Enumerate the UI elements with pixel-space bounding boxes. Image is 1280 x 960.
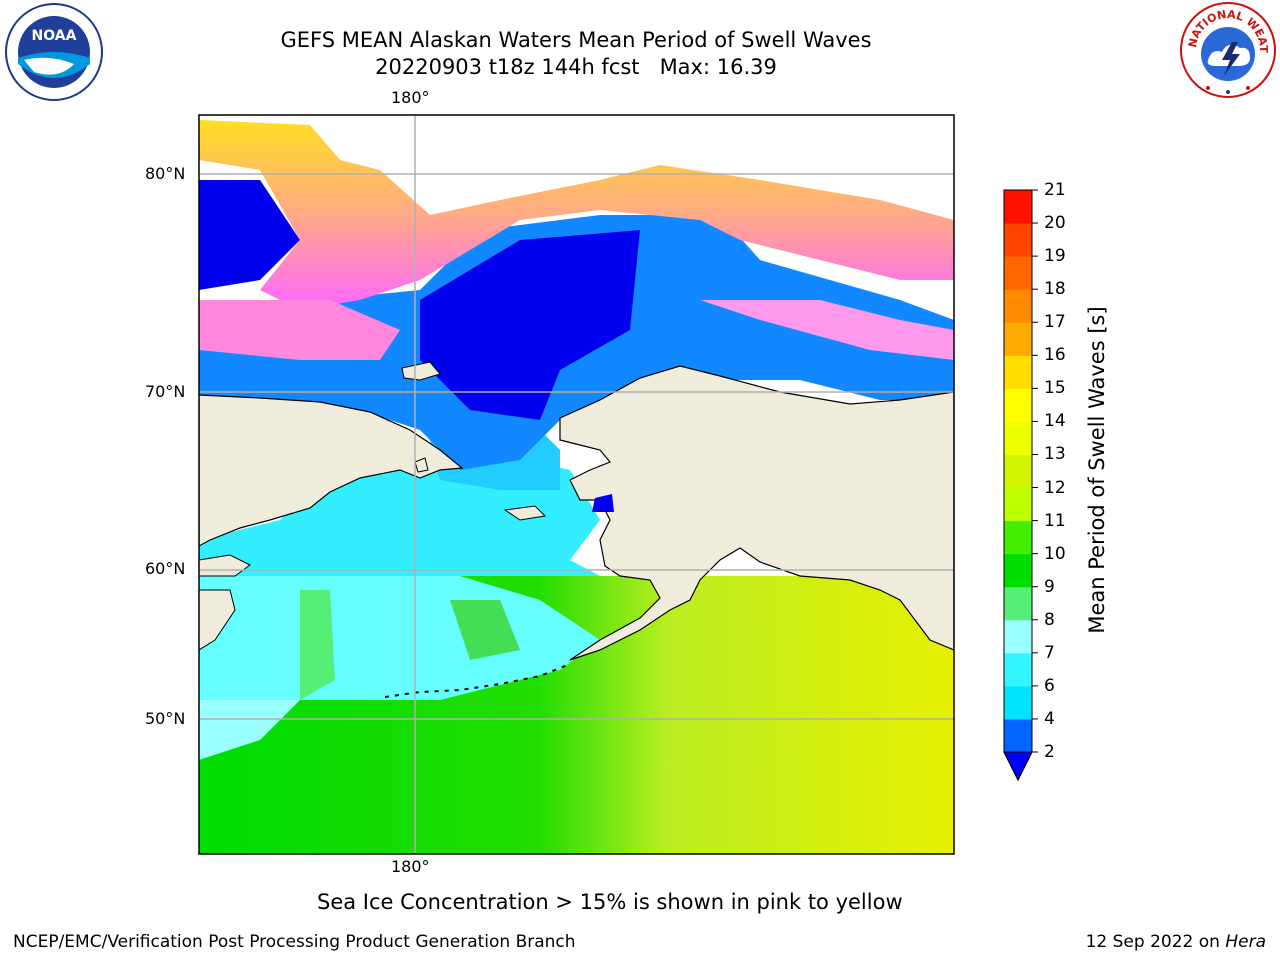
lon-label-bottom: 180° xyxy=(391,857,430,876)
map-frame xyxy=(198,114,955,855)
graticule xyxy=(199,115,954,854)
nws-logo: NATIONAL WEATHER SERVICE xyxy=(1178,0,1276,98)
colorbar-segment xyxy=(1004,190,1032,224)
lat-label-50: 50°N xyxy=(145,709,186,728)
colorbar-segment xyxy=(1004,652,1032,687)
colorbar-segment xyxy=(1004,454,1032,489)
colorbar-segment xyxy=(1004,685,1032,720)
colorbar-tick-label: 12 xyxy=(1044,477,1066,498)
map-field xyxy=(199,115,954,854)
colorbar-segment xyxy=(1004,718,1032,753)
colorbar-segment xyxy=(1004,289,1032,323)
map-title: GEFS MEAN Alaskan Waters Mean Period of … xyxy=(280,28,872,52)
colorbar-tick-label: 15 xyxy=(1044,378,1066,399)
colorbar-frame xyxy=(1003,189,1033,782)
colorbar-under-arrow xyxy=(1003,751,1033,782)
colorbar-tick-label: 4 xyxy=(1044,708,1055,729)
colorbar-segment xyxy=(1004,322,1032,356)
sea-ice-field xyxy=(199,120,954,310)
lat-label-60: 60°N xyxy=(145,559,186,578)
colorbar-tick-label: 18 xyxy=(1044,279,1066,300)
colorbar-segment xyxy=(1004,553,1032,588)
sea-ice-note: Sea Ice Concentration > 15% is shown in … xyxy=(317,890,903,914)
lon-label-top: 180° xyxy=(391,88,430,107)
colorbar-segment xyxy=(1004,256,1032,290)
colorbar-segment xyxy=(1004,388,1032,422)
colorbar-segment xyxy=(1004,355,1032,389)
st-lawrence-island xyxy=(503,505,547,521)
noaa-logo-text: NOAA xyxy=(32,28,77,44)
colorbar-tick-label: 19 xyxy=(1044,246,1066,267)
colorbar-tick-label: 9 xyxy=(1044,576,1055,597)
noaa-logo: NOAA xyxy=(5,3,103,101)
lat-label-80: 80°N xyxy=(145,164,186,183)
colorbar-title: Mean Period of Swell Waves [s] xyxy=(1085,306,1109,634)
colorbar-tick-label: 11 xyxy=(1044,510,1066,531)
alaska-land xyxy=(559,365,954,661)
lat-label-70: 70°N xyxy=(145,382,186,401)
colorbar-tick-label: 6 xyxy=(1044,675,1055,696)
siberia-land xyxy=(199,394,464,547)
colorbar-tick-label: 20 xyxy=(1044,213,1066,234)
colorbar-tick-label: 8 xyxy=(1044,609,1055,630)
footer-date-text: 12 Sep 2022 on xyxy=(1085,932,1226,952)
aleutian-islands xyxy=(384,663,571,698)
footer-credit: NCEP/EMC/Verification Post Processing Pr… xyxy=(13,932,576,952)
colorbar-segment xyxy=(1004,619,1032,654)
colorbar-segment xyxy=(1004,487,1032,522)
map-subtitle: 20220903 t18z 144h fcst Max: 16.39 xyxy=(375,55,777,79)
wrangel-island xyxy=(401,361,441,381)
footer-host: Hera xyxy=(1225,932,1266,952)
colorbar-segment xyxy=(1004,520,1032,555)
colorbar-segment xyxy=(1004,421,1032,455)
colorbar-tick-label: 17 xyxy=(1044,312,1066,333)
colorbar xyxy=(1003,189,1038,782)
colorbar-segment xyxy=(1004,223,1032,257)
colorbar-tick-label: 21 xyxy=(1044,180,1066,200)
colorbar-tick-label: 2 xyxy=(1044,742,1055,762)
footer-date: 12 Sep 2022 on Hera xyxy=(1086,932,1266,952)
colorbar-tick-label: 7 xyxy=(1044,642,1055,663)
colorbar-segment xyxy=(1004,586,1032,621)
colorbar-tick-label: 10 xyxy=(1044,543,1066,564)
colorbar-tick-label: 16 xyxy=(1044,345,1066,366)
colorbar-tick-label: 14 xyxy=(1044,411,1066,432)
colorbar-tick-label: 13 xyxy=(1044,444,1066,465)
